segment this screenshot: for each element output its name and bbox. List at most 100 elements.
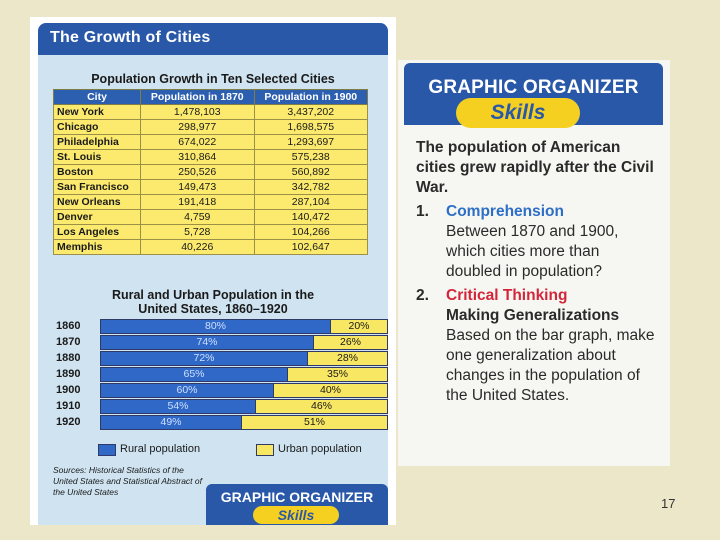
table-row: New York 1,478,103 3,437,202 [53, 104, 368, 120]
question-1-text: Between 1870 and 1900, which cities more… [446, 223, 619, 280]
bar-track: 54% 46% [100, 399, 388, 414]
rural-bar-label: 54% [167, 400, 189, 412]
question-1: 1. Comprehension Between 1870 and 1900, … [416, 202, 656, 282]
population-cell: 1,698,575 [253, 119, 368, 135]
question-2-text: Based on the bar graph, make one general… [446, 327, 655, 404]
urban-bar-label: 40% [319, 384, 341, 396]
table-title: Population Growth in Ten Selected Cities [91, 72, 335, 86]
population-cell: 1,478,103 [140, 104, 255, 120]
bar-row-1910: 1910 54% 46% [56, 399, 388, 414]
population-cell: 5,728 [140, 224, 255, 240]
bar-row-1870: 1870 74% 26% [56, 335, 388, 350]
bar-track: 80% 20% [100, 319, 388, 334]
table-header-cell: Population in 1900 [253, 89, 368, 105]
population-cell: 575,238 [253, 149, 368, 165]
city-cell: Boston [53, 164, 141, 180]
urban-bar-label: 51% [303, 416, 325, 428]
graphic-organizer-title-small: GRAPHIC ORGANIZER [220, 489, 374, 505]
intro-text: The population of American cities grew r… [416, 139, 654, 196]
city-cell: Memphis [53, 239, 141, 255]
population-cell: 674,022 [140, 134, 255, 150]
graphic-organizer-title: GRAPHIC ORGANIZER [428, 77, 639, 98]
bar-track: 72% 28% [100, 351, 388, 366]
population-cell: 250,526 [140, 164, 255, 180]
bar-year-label: 1890 [56, 368, 81, 380]
bar-track: 49% 51% [100, 415, 388, 430]
population-cell: 298,977 [140, 119, 255, 135]
rural-bar-label: 72% [193, 352, 215, 364]
sources-note: Sources: Historical Statistics of the Un… [53, 465, 203, 498]
bar-row-1920: 1920 49% 51% [56, 415, 388, 430]
legend-urban-label: Urban population [278, 443, 362, 455]
question-1-heading: Comprehension [446, 203, 564, 220]
urban-bar-label: 46% [310, 400, 332, 412]
urban-bar: 51% [241, 416, 387, 429]
table-header-row: City Population in 1870 Population in 1900 [53, 89, 368, 105]
graphic-organizer-badge-small: GRAPHIC ORGANIZER Skills [206, 484, 388, 525]
skills-pill-small: Skills [253, 506, 339, 524]
rural-bar: 49% [101, 416, 241, 429]
sources-text: Sources: Historical Statistics of the Un… [53, 465, 202, 497]
textbook-page-left: The Growth of Cities Population Growth i… [30, 17, 396, 525]
rural-bar: 72% [101, 352, 307, 365]
population-cell: 310,864 [140, 149, 255, 165]
urban-bar-label: 26% [339, 336, 361, 348]
legend-urban-swatch [256, 444, 274, 456]
city-cell: New York [53, 104, 141, 120]
urban-bar: 26% [313, 336, 387, 349]
bar-track: 65% 35% [100, 367, 388, 382]
bar-year-label: 1910 [56, 400, 81, 412]
bar-year-label: 1870 [56, 336, 81, 348]
table-row: Philadelphia 674,022 1,293,697 [53, 134, 368, 150]
rural-bar: 54% [101, 400, 255, 413]
population-table: City Population in 1870 Population in 1900… [53, 89, 368, 255]
city-cell: Los Angeles [53, 224, 141, 240]
textbook-page-right: GRAPHIC ORGANIZER Skills The population … [398, 60, 670, 466]
legend-rural-swatch [98, 444, 116, 456]
skills-questions: The population of American cities grew r… [416, 138, 656, 406]
skills-pill: Skills [456, 98, 580, 128]
question-1-number: 1. [416, 203, 429, 220]
bar-row-1890: 1890 65% 35% [56, 367, 388, 382]
urban-bar: 35% [287, 368, 387, 381]
chart-panel: The Growth of Cities Population Growth i… [38, 23, 388, 525]
bar-year-label: 1860 [56, 320, 81, 332]
population-cell: 191,418 [140, 194, 255, 210]
table-row: Boston 250,526 560,892 [53, 164, 368, 180]
city-cell: Chicago [53, 119, 141, 135]
population-cell: 287,104 [253, 194, 368, 210]
table-row: New Orleans 191,418 287,104 [53, 194, 368, 210]
question-2-number: 2. [416, 287, 429, 304]
city-cell: Philadelphia [53, 134, 141, 150]
population-cell: 149,473 [140, 179, 255, 195]
table-row: San Francisco 149,473 342,782 [53, 179, 368, 195]
city-cell: Denver [53, 209, 141, 225]
rural-bar: 74% [101, 336, 313, 349]
population-cell: 342,782 [253, 179, 368, 195]
population-cell: 140,472 [253, 209, 368, 225]
urban-bar: 28% [307, 352, 387, 365]
city-cell: New Orleans [53, 194, 141, 210]
urban-bar: 40% [273, 384, 387, 397]
population-cell: 102,647 [253, 239, 368, 255]
question-2-subheading: Making Generalizations [446, 307, 620, 324]
urban-bar-label: 20% [348, 320, 370, 332]
table-row: St. Louis 310,864 575,238 [53, 149, 368, 165]
rural-bar-label: 65% [183, 368, 205, 380]
city-cell: San Francisco [53, 179, 141, 195]
table-row: Memphis 40,226 102,647 [53, 239, 368, 255]
bar-year-label: 1880 [56, 352, 81, 364]
rural-bar: 65% [101, 368, 287, 381]
bar-track: 60% 40% [100, 383, 388, 398]
table-header-cell: Population in 1870 [140, 89, 255, 105]
rural-bar-label: 49% [160, 416, 182, 428]
population-cell: 40,226 [140, 239, 255, 255]
bar-year-label: 1920 [56, 416, 81, 428]
bar-year-label: 1900 [56, 384, 81, 396]
table-header-cell: City [53, 89, 141, 105]
rural-bar-label: 80% [204, 320, 226, 332]
title-banner: The Growth of Cities [38, 23, 388, 55]
bar-row-1900: 1900 60% 40% [56, 383, 388, 398]
rural-bar-label: 74% [196, 336, 218, 348]
table-row: Chicago 298,977 1,698,575 [53, 119, 368, 135]
